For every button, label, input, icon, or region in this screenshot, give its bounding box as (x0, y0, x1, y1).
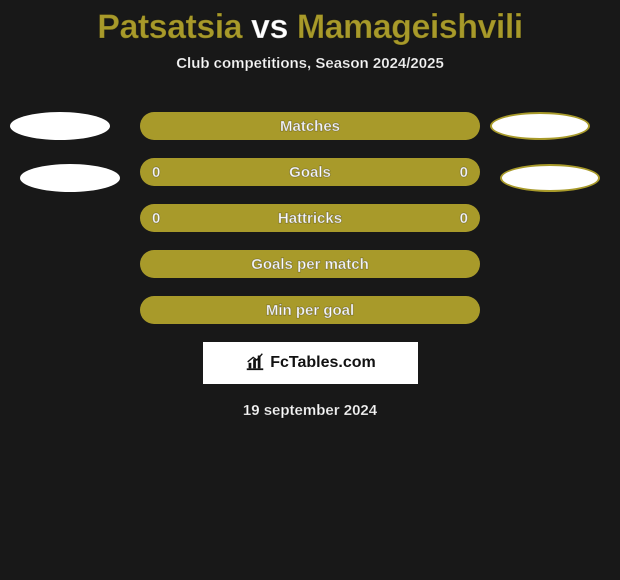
infographic-container: Patsatsia vs Mamageishvili Club competit… (0, 0, 620, 580)
logo-text: FcTables.com (270, 354, 376, 372)
stat-label: Hattricks (192, 210, 428, 227)
stat-row-hattricks: 0 Hattricks 0 (140, 204, 480, 232)
stat-row-matches: Matches (140, 112, 480, 140)
date-line: 19 september 2024 (0, 402, 620, 419)
stats-area: Matches 0 Goals 0 0 Hattricks 0 Goals pe… (0, 112, 620, 324)
title-right-player: Mamageishvili (297, 8, 523, 46)
stat-label: Goals per match (192, 256, 428, 273)
decor-ellipse-right-1 (490, 112, 590, 140)
stat-row-min-per-goal: Min per goal (140, 296, 480, 324)
logo-box: FcTables.com (203, 342, 418, 384)
stat-right-value: 0 (428, 210, 468, 227)
stat-right-value: 0 (428, 164, 468, 181)
stat-left-value: 0 (152, 164, 192, 181)
stat-left-value: 0 (152, 210, 192, 227)
decor-ellipse-left-2 (20, 164, 120, 192)
subtitle: Club competitions, Season 2024/2025 (0, 55, 620, 72)
decor-ellipse-right-2 (500, 164, 600, 192)
title-left-player: Patsatsia (97, 8, 242, 46)
decor-ellipse-left-1 (10, 112, 110, 140)
title-vs: vs (242, 8, 297, 46)
chart-icon (244, 350, 266, 377)
stat-label: Goals (192, 164, 428, 181)
stat-row-goals: 0 Goals 0 (140, 158, 480, 186)
stat-row-goals-per-match: Goals per match (140, 250, 480, 278)
stat-label: Matches (192, 118, 428, 135)
page-title: Patsatsia vs Mamageishvili (0, 0, 620, 47)
stat-label: Min per goal (192, 302, 428, 319)
